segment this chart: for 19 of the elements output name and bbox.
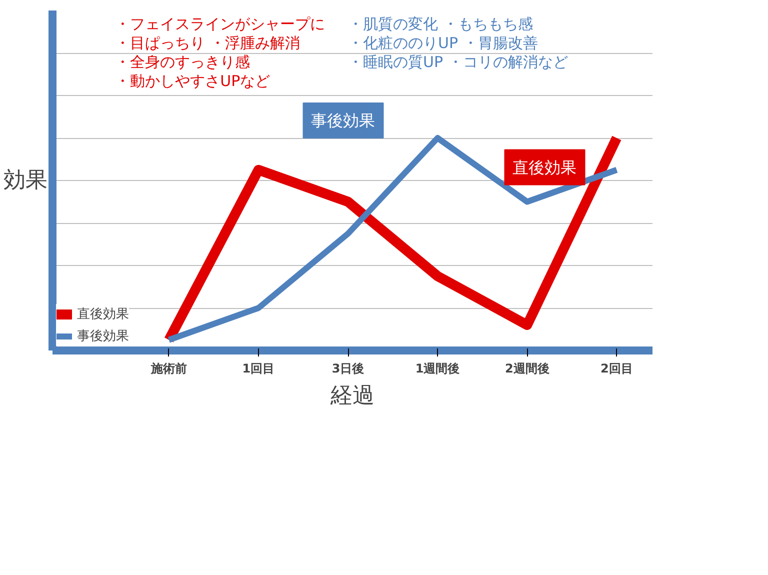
legend-label: 直後効果 bbox=[77, 306, 129, 323]
x-tick-label: 2回目 bbox=[600, 362, 633, 376]
text: ・化粧ののりUP ・胃腸改善 bbox=[348, 34, 538, 52]
text: ・肌質の変化 ・もちもち感 bbox=[348, 14, 533, 33]
text: ・動かしやすさUPなど bbox=[115, 72, 270, 90]
text: ・全身のすっきり感 bbox=[115, 53, 250, 71]
x-tick-label: 2週間後 bbox=[504, 362, 550, 376]
legend-label: 事後効果 bbox=[77, 328, 129, 345]
x-tick-label: 1週間後 bbox=[415, 362, 460, 376]
y-axis-title: 効果 bbox=[4, 168, 48, 193]
text: ・目ぱっちり ・浮腫み解消 bbox=[115, 34, 300, 52]
x-tick-label: 施術前 bbox=[150, 362, 187, 376]
x-tick-label: 1回目 bbox=[242, 362, 275, 376]
x-axis-title: 経過 bbox=[330, 384, 374, 408]
text: ・睡眠の質UP ・コリの解消など bbox=[348, 53, 568, 71]
text: ・フェイスラインがシャープに bbox=[115, 14, 326, 33]
text: 事後効果 bbox=[311, 111, 376, 130]
text: 直後効果 bbox=[512, 158, 577, 177]
x-tick-label: 3日後 bbox=[332, 362, 364, 376]
